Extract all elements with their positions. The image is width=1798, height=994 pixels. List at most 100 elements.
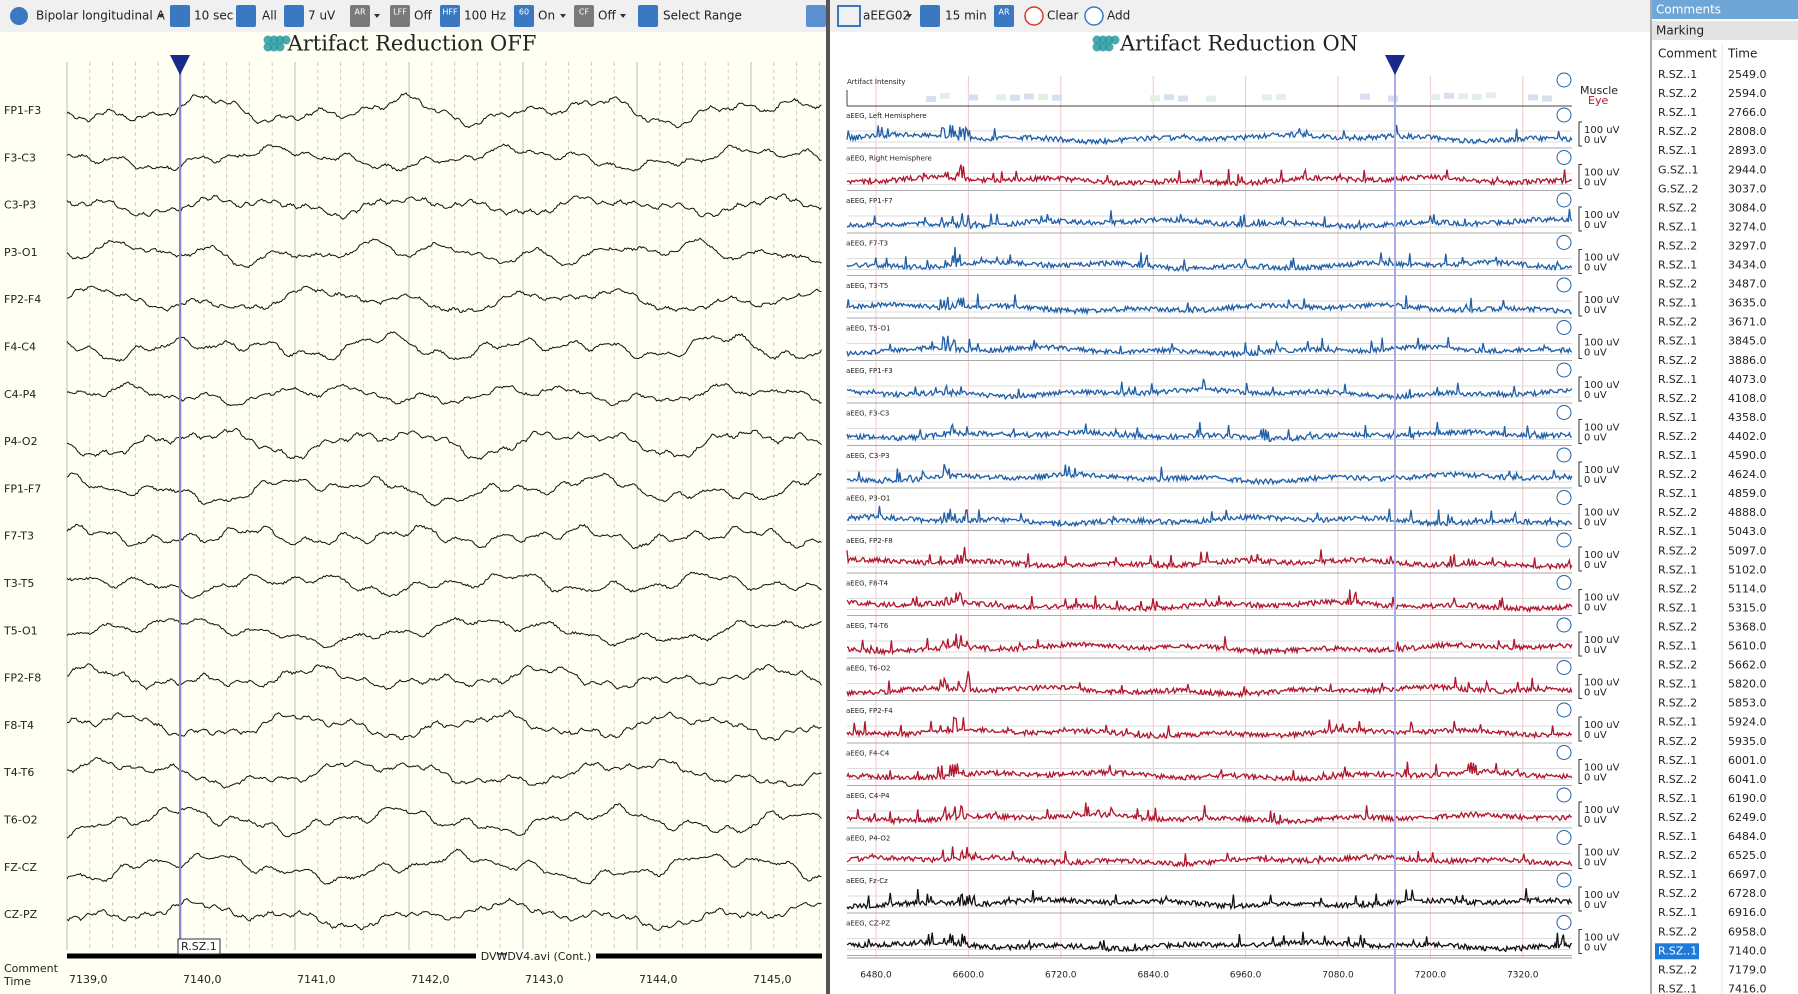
info-icon[interactable] [1556,787,1572,803]
aeeg-montage[interactable]: aEEG02 [863,9,910,23]
comment-cell[interactable]: R.SZ..1 [1658,297,1697,310]
comment-cell[interactable]: R.SZ..2 [1658,735,1697,748]
info-icon[interactable] [1556,107,1572,123]
info-icon[interactable] [1556,320,1572,335]
comment-cell[interactable]: R.SZ..1 [1658,830,1697,843]
collapse-button[interactable] [806,5,826,27]
comment-cell[interactable]: R.SZ..1 [1658,716,1697,729]
add-icon[interactable] [1084,6,1104,26]
info-icon[interactable] [1556,532,1572,548]
info-icon[interactable] [1556,702,1572,718]
channels-button[interactable] [236,5,256,27]
timebase[interactable]: 10 sec [194,9,233,23]
subtab-label[interactable]: Marking [1656,24,1704,38]
time-cell[interactable]: 2944.0 [1728,163,1767,176]
icon[interactable] [837,5,861,27]
comment-cell[interactable]: R.SZ..1 [1658,906,1697,919]
time-cell[interactable]: 2893.0 [1728,144,1767,157]
time-cell[interactable]: 2808.0 [1728,125,1767,138]
comment-cell[interactable]: R.SZ..1 [1658,982,1697,994]
comment-cell[interactable]: R.SZ..1 [1658,601,1697,614]
comment-cell[interactable]: R.SZ..1 [1658,868,1697,881]
time-cell[interactable]: 3886.0 [1728,354,1767,367]
time-cell[interactable]: 4358.0 [1728,411,1767,424]
time-cell[interactable]: 6190.0 [1728,792,1767,805]
select-range[interactable]: Select Range [663,9,742,23]
time-cell[interactable]: 6525.0 [1728,849,1767,862]
lff-value[interactable]: Off [414,9,432,23]
aeeg-timebase[interactable]: 15 min [945,9,987,23]
time-cell[interactable]: 6728.0 [1728,887,1767,900]
channels[interactable]: All [262,9,277,23]
column-header[interactable]: Comment [1658,47,1717,61]
clear-icon[interactable] [1024,6,1044,26]
comment-cell[interactable]: R.SZ..2 [1658,278,1697,291]
tab-bg[interactable] [1652,0,1798,19]
time-cell[interactable]: 6001.0 [1728,754,1767,767]
time-cell[interactable]: 3084.0 [1728,201,1767,214]
timebase-button[interactable] [920,5,940,27]
info-icon[interactable] [1556,277,1572,293]
comment-cell[interactable]: G.SZ..1 [1658,163,1699,176]
comment-cell[interactable]: R.SZ..2 [1658,773,1697,786]
time-cell[interactable]: 5043.0 [1728,525,1767,538]
add-button[interactable]: Add [1107,9,1130,23]
time-cell[interactable]: 5924.0 [1728,716,1767,729]
comment-cell[interactable]: R.SZ..1 [1658,335,1697,348]
time-cell[interactable]: 6484.0 [1728,830,1767,843]
comment-cell[interactable]: R.SZ..1 [1658,68,1697,81]
info-icon[interactable] [1556,872,1572,888]
marker-box[interactable] [177,938,221,955]
time-cell[interactable]: 3635.0 [1728,297,1767,310]
time-cell[interactable]: 5114.0 [1728,582,1767,595]
tab-label[interactable]: Comments [1656,3,1721,17]
info-icon[interactable] [1556,617,1572,633]
info-icon[interactable] [1556,745,1572,760]
time-cell[interactable]: 5610.0 [1728,640,1767,653]
comment-cell[interactable]: R.SZ..1 [1658,563,1697,576]
time-cell[interactable]: 3274.0 [1728,220,1767,233]
time-cell[interactable]: 3671.0 [1728,316,1767,329]
comment-cell[interactable]: R.SZ..2 [1658,239,1697,252]
clear-button[interactable]: Clear [1047,9,1078,23]
time-cell[interactable]: 4859.0 [1728,487,1767,500]
time-cell[interactable]: 5820.0 [1728,678,1767,691]
comment-cell[interactable]: R.SZ..2 [1658,811,1697,824]
comment-cell[interactable]: R.SZ..2 [1658,468,1697,481]
info-icon[interactable] [1556,830,1572,845]
time-cell[interactable]: 5662.0 [1728,659,1767,672]
comment-cell[interactable]: R.SZ..2 [1658,392,1697,405]
info-icon[interactable] [1556,362,1572,378]
time-cell[interactable]: 2766.0 [1728,106,1767,119]
info-icon[interactable] [1556,192,1572,208]
time-cell[interactable]: 5853.0 [1728,697,1767,710]
column-header[interactable]: Time [1727,47,1757,61]
comment-cell[interactable]: R.SZ..1 [1658,411,1697,424]
time-cell[interactable]: 4624.0 [1728,468,1767,481]
comment-cell[interactable]: R.SZ..1 [1658,678,1697,691]
time-cell[interactable]: 5097.0 [1728,544,1767,557]
ar-button[interactable]: AR [350,5,370,27]
comment-cell[interactable]: R.SZ..2 [1658,582,1697,595]
select-range-button[interactable] [638,5,658,27]
time-cell[interactable]: 3845.0 [1728,335,1767,348]
comment-cell[interactable]: R.SZ..2 [1658,963,1697,976]
time-cell[interactable]: 4108.0 [1728,392,1767,405]
comment-cell[interactable]: R.SZ..1 [1658,754,1697,767]
info-icon[interactable] [1556,150,1572,165]
comment-cell[interactable]: R.SZ..1 [1658,259,1697,272]
time-cell[interactable]: 5102.0 [1728,563,1767,576]
time-cell[interactable]: 7416.0 [1728,982,1767,994]
time-cell[interactable]: 7140.0 [1728,944,1767,957]
comment-cell[interactable]: R.SZ..2 [1658,201,1697,214]
comment-cell[interactable]: R.SZ..1 [1658,640,1697,653]
comment-cell[interactable]: R.SZ..1 [1658,525,1697,538]
info-icon[interactable] [1556,72,1572,88]
cf-value[interactable]: Off [598,9,616,23]
subtab-bg[interactable] [1652,21,1798,40]
lff-button[interactable]: LFF [390,5,410,27]
time-cell[interactable]: 3434.0 [1728,259,1767,272]
comment-cell[interactable]: R.SZ..1 [1658,144,1697,157]
time-cell[interactable]: 3487.0 [1728,278,1767,291]
comment-cell[interactable]: G.SZ..2 [1658,182,1699,195]
